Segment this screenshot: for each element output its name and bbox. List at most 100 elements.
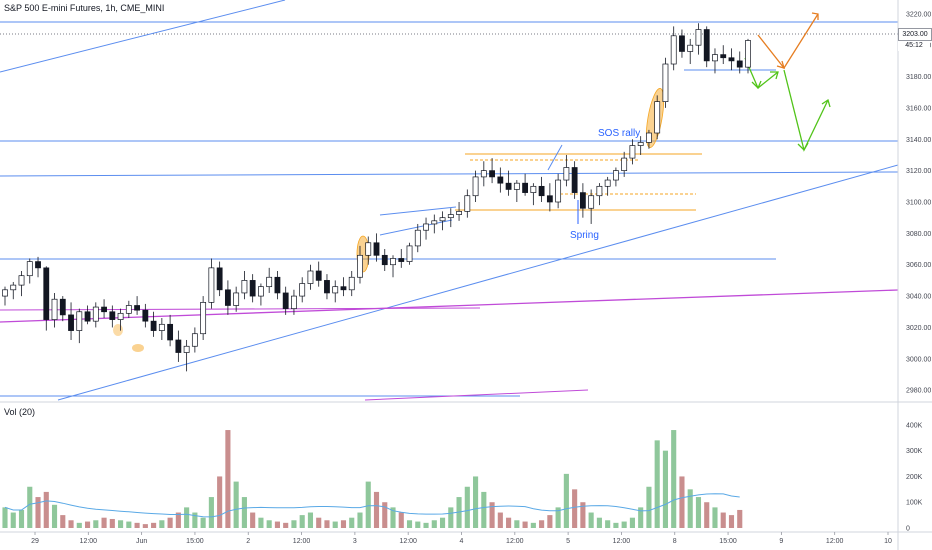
volume-bar [109,518,115,528]
candle-body [505,182,512,190]
volume-bar [489,502,495,528]
volume-bar [613,522,619,528]
candle-body [538,185,545,197]
candle [629,139,636,165]
volume-bar [27,486,33,528]
y-tick-label: 3220.00 [906,11,931,18]
candle [109,305,116,328]
candle [745,38,751,74]
candle-body [423,223,429,231]
spring-label: Spring [570,230,599,241]
rising-trendline [57,164,899,401]
green-arrowhead-4 [770,71,779,80]
candle-body [324,280,330,294]
candle-body [266,276,273,288]
candle-body [736,60,743,68]
candle-body [621,157,628,171]
y-tick-label: 2980.00 [906,388,931,395]
candle-body [398,258,405,262]
candle [373,233,380,262]
candle [84,305,91,325]
candle-body [51,298,58,320]
candle-body [241,280,248,294]
volume-bar [299,515,305,528]
volume-tick-label: 100K [906,500,923,507]
highlight-ellipse-3 [132,344,144,352]
candle [216,261,223,297]
x-tick-label: Jun [136,538,147,545]
volume-bar [654,440,660,528]
volume-bar [200,517,206,528]
candle-body [117,312,124,320]
candle-body [555,179,562,203]
highlight-ellipse-4 [113,324,123,336]
wedge-line-upper [379,206,457,216]
candle [291,289,297,315]
volume-bar [464,486,470,528]
candle [439,211,446,231]
green-projection-2 [783,69,829,152]
volume-bar [671,430,677,528]
volume-bar [737,509,743,528]
volume-bar [291,520,297,528]
volume-ma-line [4,493,740,518]
candle [258,283,264,306]
candle [68,302,74,340]
y-tick-label: 3000.00 [906,356,931,363]
candle [365,236,372,265]
volume-bar [208,497,214,528]
candle-body [191,333,198,347]
candle-body [456,211,462,215]
candle [579,183,586,218]
candle-body [588,195,595,209]
volume-bar [307,512,314,528]
volume-bar [274,521,280,528]
candle-body [637,142,644,146]
x-tick-label: 12:00 [293,538,311,545]
countdown-badge: 45:12 [898,41,930,51]
y-tick-label: 3120.00 [906,168,931,175]
volume-bar [167,517,173,528]
volume-bar [629,517,635,528]
candle [233,286,240,312]
candle [571,161,578,199]
candle [299,277,306,303]
x-tick-label: 15:00 [186,538,204,545]
candle-body [249,280,256,297]
candle [637,136,644,155]
candle-body [522,182,529,193]
candle-body [381,254,388,266]
wedge-line-lower [379,219,453,236]
candle-body [18,275,25,286]
candle [348,270,355,297]
candle-body [579,192,586,209]
candle-body [480,170,487,178]
candle [10,281,17,300]
volume-bar [563,473,569,528]
candle-body [613,170,619,181]
last-price-badge: 3203.00 [898,28,932,41]
candle-body [596,185,603,197]
candle-body [472,176,479,197]
volume-bar [390,507,396,528]
candle-body [563,167,570,181]
volume-bar [481,491,487,528]
candle-body [274,276,281,294]
volume-tick-label: 400K [906,422,923,429]
x-tick-label: 12:00 [399,538,417,545]
volume-bar [76,522,82,528]
candle-body [546,195,553,203]
volume-bar [497,512,503,528]
candle-body [84,311,91,322]
candle-body [299,283,306,297]
volume-bar [60,515,66,528]
candle [208,258,215,309]
volume-bar [357,512,363,528]
x-tick-label: 12:00 [506,538,524,545]
candle [158,318,165,340]
candle [117,308,124,331]
candle-body [340,286,347,291]
volume-bar [522,521,528,528]
candle-body [134,305,140,311]
